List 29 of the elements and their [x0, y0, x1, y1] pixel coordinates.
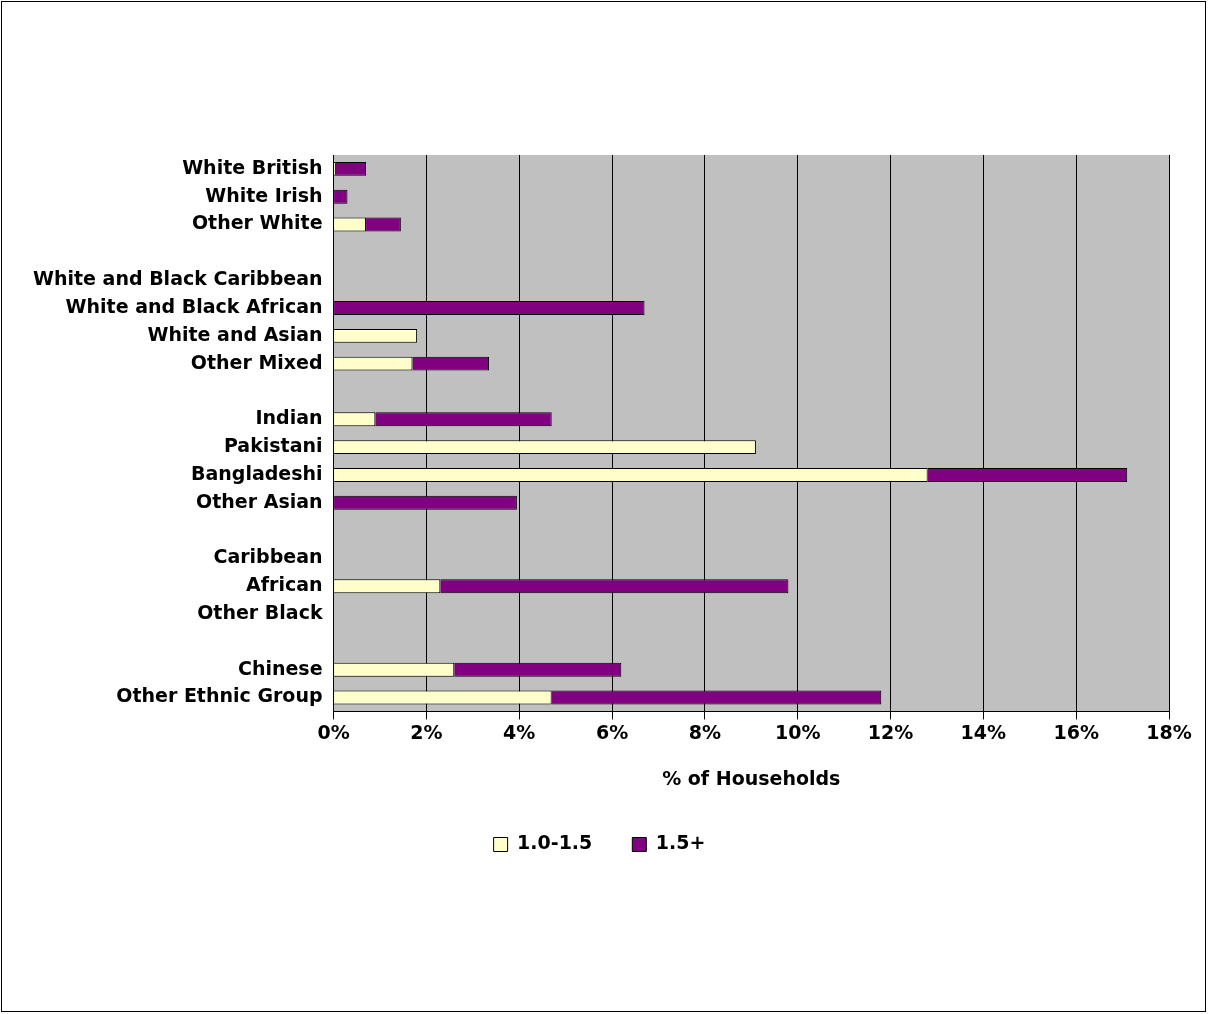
- y-tick-label: African: [246, 573, 323, 596]
- x-tick-label: 12%: [867, 720, 914, 743]
- y-tick-label: White Irish: [205, 183, 323, 206]
- x-axis-title: % of Households: [662, 766, 841, 789]
- x-tick-label: 4%: [503, 720, 536, 743]
- y-tick-label: White and Black African: [65, 294, 323, 317]
- y-tick-label: Other Mixed: [190, 350, 323, 373]
- y-tick-label: Other Black: [197, 600, 323, 623]
- y-tick-label: Chinese: [237, 656, 323, 679]
- legend-label: 1.0-1.5: [517, 831, 593, 854]
- y-tick-label: Other Ethnic Group: [116, 684, 323, 707]
- y-tick-label: White and Asian: [147, 322, 323, 345]
- y-tick-label: Pakistani: [223, 434, 323, 457]
- x-tick-label: 16%: [1053, 720, 1099, 743]
- x-tick-label: 14%: [960, 720, 1007, 743]
- x-tick-label: 18%: [1146, 720, 1192, 743]
- x-tick-label: 0%: [317, 720, 350, 743]
- x-tick-label: 8%: [688, 720, 721, 743]
- x-tick-label: 2%: [410, 720, 443, 743]
- y-tick-label: Other Asian: [196, 489, 323, 512]
- y-tick-label: Other White: [191, 211, 323, 234]
- y-tick-label: White British: [182, 155, 323, 178]
- y-tick-label: Indian: [255, 406, 323, 429]
- y-tick-label: White and Black Caribbean: [32, 267, 323, 290]
- y-tick-label: Caribbean: [213, 545, 323, 568]
- x-tick-label: 10%: [774, 720, 821, 743]
- legend-label: 1.5+: [655, 831, 706, 854]
- y-tick-label: Bangladeshi: [190, 461, 323, 484]
- x-tick-label: 6%: [595, 720, 629, 743]
